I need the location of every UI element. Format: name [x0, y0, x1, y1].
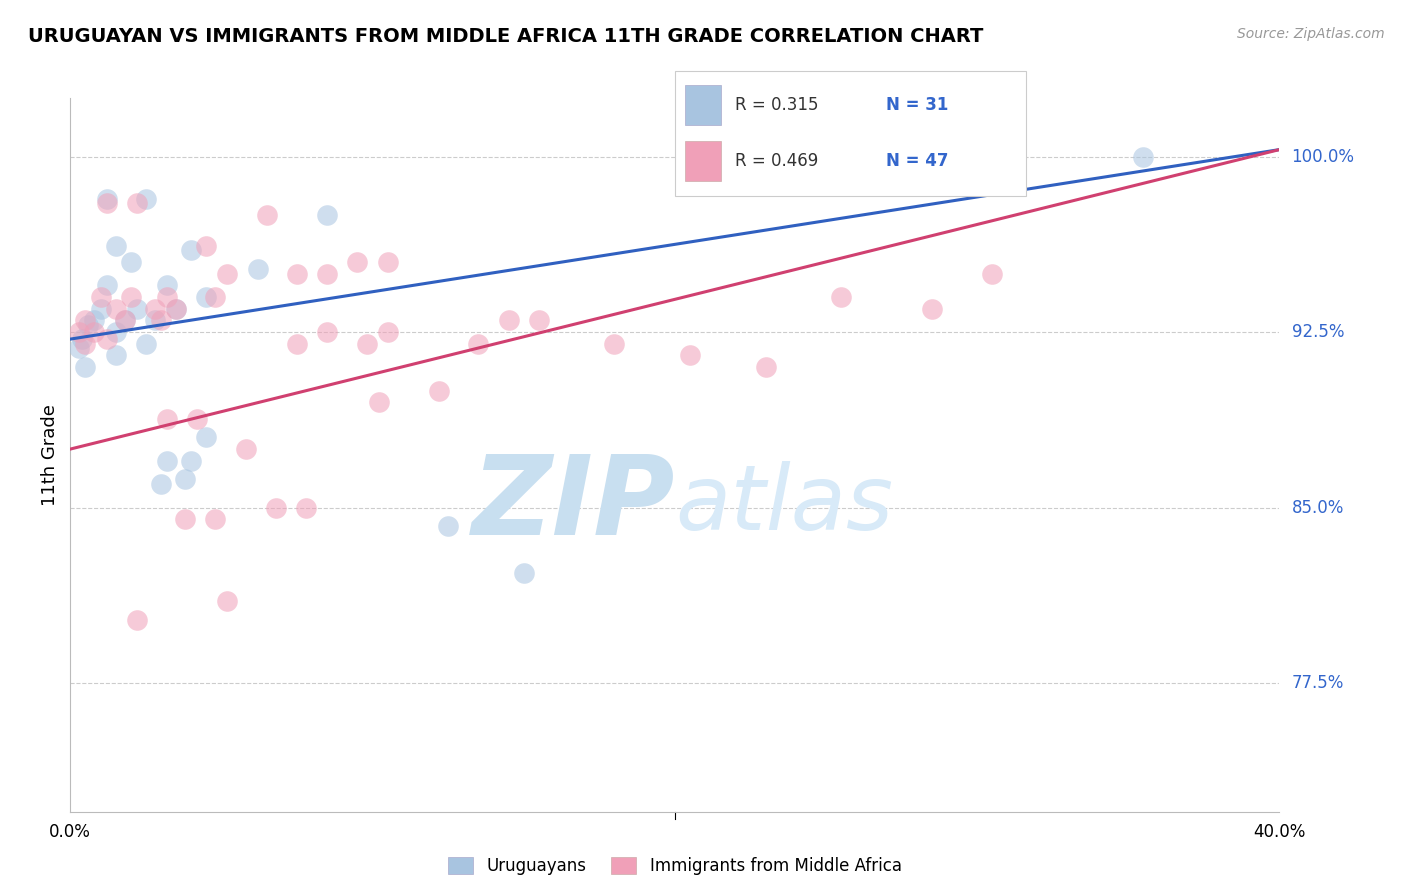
Point: [114, 313, 136, 327]
Point: [72, 332, 94, 346]
Point: [830, 290, 852, 304]
Point: [427, 384, 450, 398]
Point: [256, 208, 278, 222]
Text: N = 47: N = 47: [886, 153, 948, 170]
Point: [195, 290, 218, 304]
Point: [75, 360, 97, 375]
Point: [204, 290, 226, 304]
Text: 100.0%: 100.0%: [1292, 147, 1354, 166]
Text: R = 0.315: R = 0.315: [734, 96, 818, 114]
Text: Source: ZipAtlas.com: Source: ZipAtlas.com: [1237, 27, 1385, 41]
Point: [921, 301, 943, 316]
Point: [83, 313, 105, 327]
Text: 92.5%: 92.5%: [1292, 323, 1344, 341]
Point: [104, 301, 127, 316]
Point: [75, 313, 97, 327]
Point: [135, 192, 157, 206]
Point: [204, 512, 226, 526]
Point: [83, 325, 105, 339]
Point: [67, 342, 90, 356]
Text: N = 31: N = 31: [886, 96, 948, 114]
Text: 40.0%: 40.0%: [1253, 823, 1306, 841]
Text: URUGUAYAN VS IMMIGRANTS FROM MIDDLE AFRICA 11TH GRADE CORRELATION CHART: URUGUAYAN VS IMMIGRANTS FROM MIDDLE AFRI…: [28, 27, 983, 45]
Text: 77.5%: 77.5%: [1292, 674, 1344, 692]
Point: [377, 255, 399, 269]
Point: [96, 332, 118, 346]
Point: [104, 349, 127, 363]
Point: [104, 238, 127, 252]
Point: [195, 238, 218, 252]
Point: [679, 349, 702, 363]
Point: [90, 301, 111, 316]
Point: [527, 313, 550, 327]
Point: [346, 255, 368, 269]
Point: [981, 267, 1004, 281]
Point: [150, 313, 173, 327]
Point: [180, 243, 202, 257]
Point: [125, 613, 148, 627]
Point: [125, 301, 148, 316]
Point: [120, 255, 142, 269]
Point: [377, 325, 399, 339]
Point: [77, 318, 100, 332]
Point: [114, 313, 136, 327]
Text: 85.0%: 85.0%: [1292, 499, 1344, 516]
Point: [235, 442, 257, 456]
Point: [180, 454, 202, 468]
Point: [156, 290, 179, 304]
Point: [316, 267, 339, 281]
Point: [217, 594, 239, 608]
Text: R = 0.469: R = 0.469: [734, 153, 818, 170]
Point: [96, 196, 118, 211]
Text: ZIP: ZIP: [471, 451, 675, 558]
Point: [316, 325, 339, 339]
Point: [156, 454, 179, 468]
Point: [165, 301, 187, 316]
Y-axis label: 11th Grade: 11th Grade: [41, 404, 59, 506]
Point: [174, 512, 197, 526]
Point: [174, 473, 197, 487]
Point: [135, 336, 157, 351]
Bar: [686, 141, 720, 181]
Point: [467, 336, 489, 351]
Point: [104, 325, 127, 339]
Point: [356, 336, 378, 351]
Point: [143, 301, 166, 316]
Legend: Uruguayans, Immigrants from Middle Africa: Uruguayans, Immigrants from Middle Afric…: [441, 850, 908, 882]
Point: [754, 360, 776, 375]
Point: [156, 411, 179, 425]
Point: [75, 336, 97, 351]
Bar: [686, 85, 720, 125]
Point: [316, 208, 339, 222]
Point: [67, 325, 90, 339]
Point: [125, 196, 148, 211]
Point: [195, 430, 218, 444]
Point: [513, 566, 536, 580]
Point: [285, 267, 308, 281]
Point: [285, 336, 308, 351]
Point: [96, 192, 118, 206]
Point: [217, 267, 239, 281]
Point: [437, 519, 460, 533]
Point: [120, 290, 142, 304]
Point: [156, 278, 179, 293]
Text: atlas: atlas: [675, 461, 893, 549]
Point: [603, 336, 626, 351]
Point: [165, 301, 187, 316]
Point: [143, 313, 166, 327]
Text: 0.0%: 0.0%: [49, 823, 91, 841]
Point: [90, 290, 111, 304]
Point: [295, 500, 318, 515]
Point: [498, 313, 520, 327]
Point: [1132, 150, 1154, 164]
Point: [367, 395, 389, 409]
Point: [96, 278, 118, 293]
Point: [246, 261, 269, 276]
Point: [186, 411, 208, 425]
Point: [150, 477, 173, 491]
Point: [264, 500, 287, 515]
